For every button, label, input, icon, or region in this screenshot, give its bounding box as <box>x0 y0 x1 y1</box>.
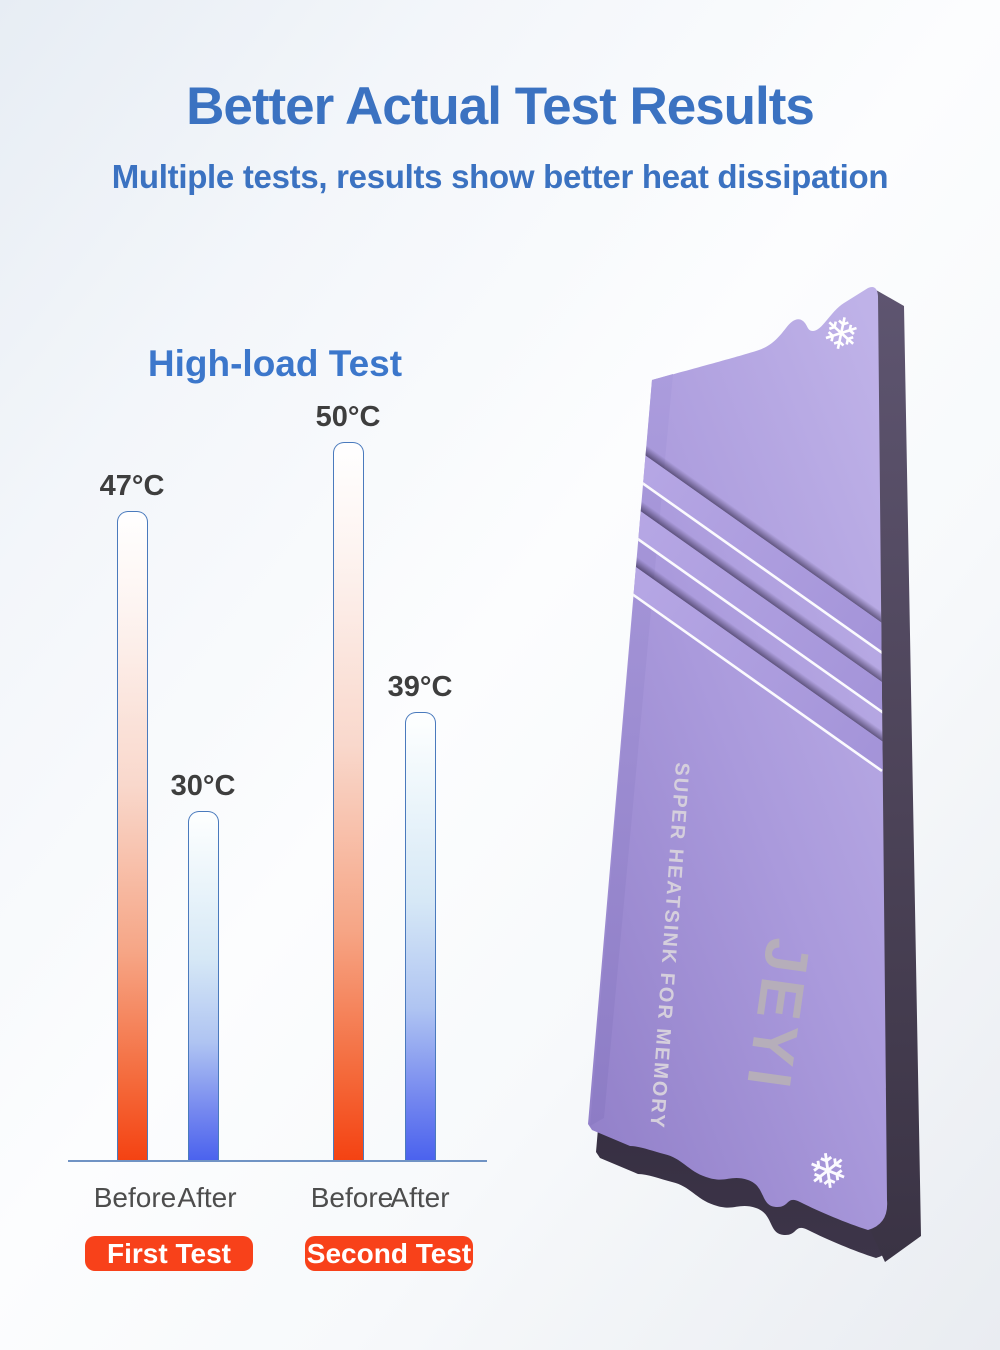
legend-badge-first-test: First Test <box>85 1236 253 1271</box>
heatsink-side-edge <box>870 290 921 1262</box>
page-subtitle: Multiple tests, results show better heat… <box>111 158 889 195</box>
page-title: Better Actual Test Results <box>186 77 815 136</box>
x-label-first-before: Before <box>93 1182 177 1213</box>
legend-badge-second-test: Second Test <box>305 1236 473 1271</box>
heatsink-groove-3 <box>595 541 888 773</box>
x-label-first-after: After <box>177 1182 237 1213</box>
heatsink-groove-2 <box>598 484 888 716</box>
bar-second-test-before <box>333 442 364 1161</box>
bar-value-label-second-after: 39°C <box>387 671 453 703</box>
bar-value-label-first-before: 47°C <box>99 470 165 502</box>
bar-second-test-after <box>405 712 436 1161</box>
x-label-second-after: After <box>390 1182 450 1213</box>
heatsink-left-chamfer <box>590 374 673 1126</box>
snowflake-bottom-icon: ❄ <box>804 1141 852 1202</box>
x-label-second-before: Before <box>310 1182 394 1213</box>
bar-first-test-before <box>117 511 148 1161</box>
bar-value-label-first-after: 30°C <box>170 770 236 802</box>
bar-first-test-after <box>188 811 219 1161</box>
heatsink-groove-1 <box>601 427 888 659</box>
bar-value-label-second-before: 50°C <box>315 401 381 433</box>
chart-title: High-load Test <box>147 343 403 384</box>
x-axis-line <box>68 1160 487 1162</box>
